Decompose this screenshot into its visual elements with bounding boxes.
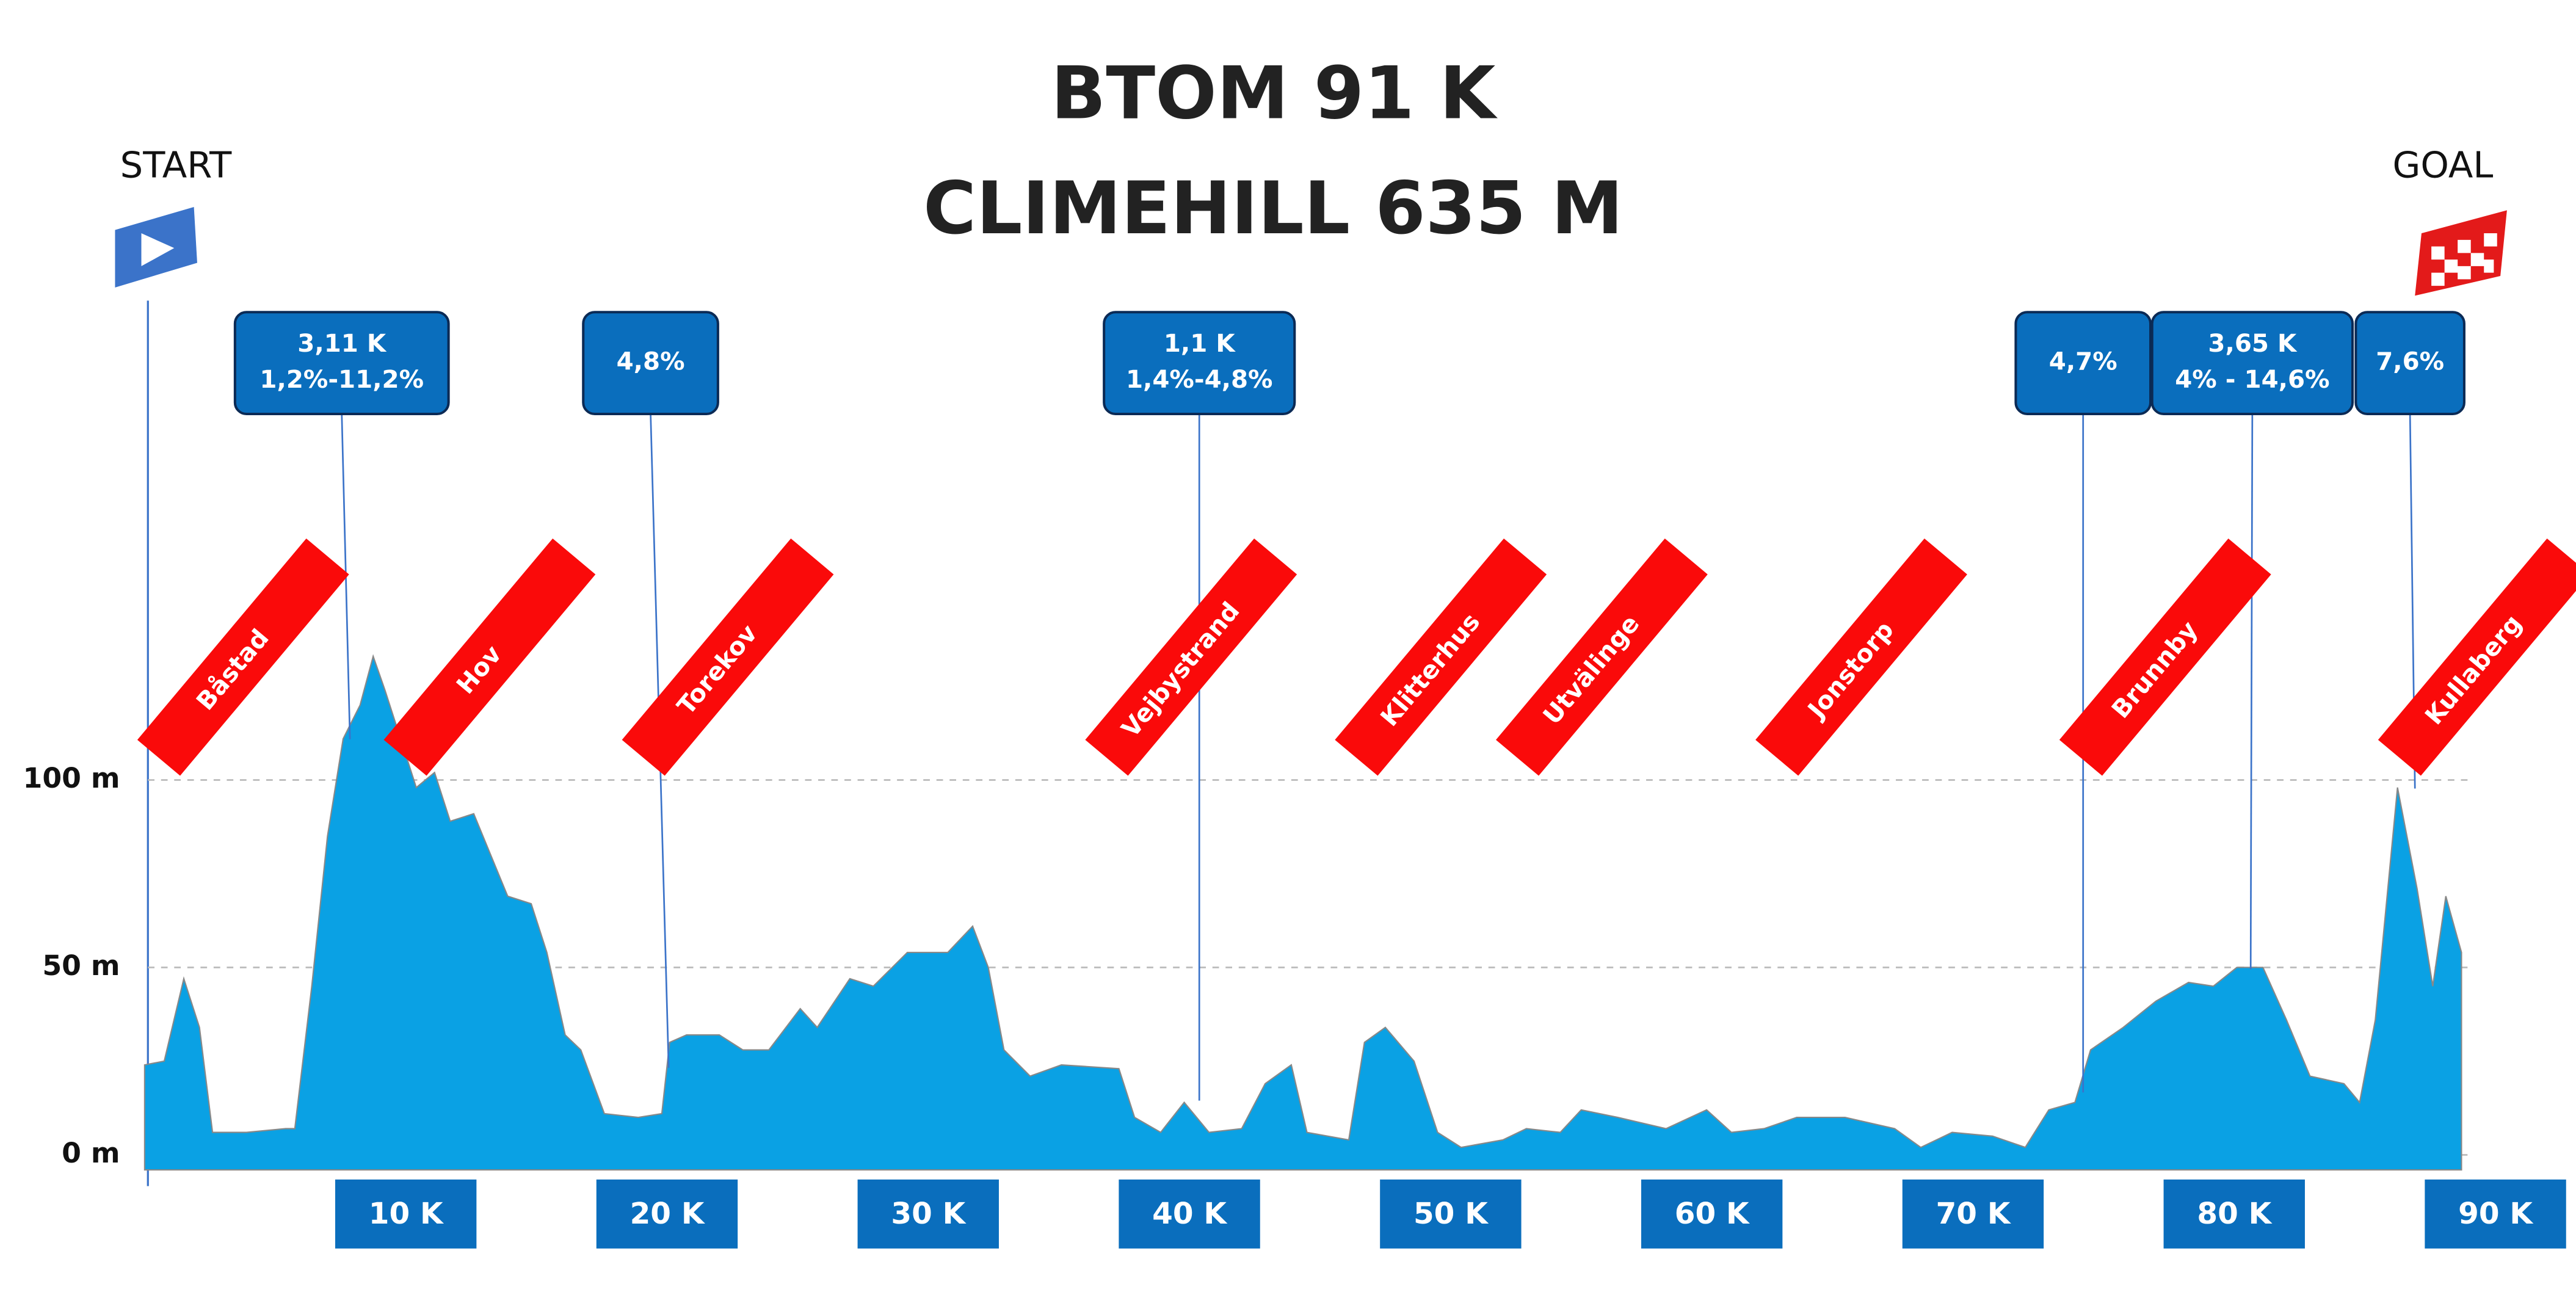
town-label: Torekov: [622, 538, 834, 776]
town-label: Kullaberg: [2378, 538, 2576, 776]
climb-box: [2014, 311, 2152, 416]
x-tick-box: [596, 1179, 738, 1249]
x-tick-box: [1119, 1179, 1260, 1249]
town-box: [2059, 538, 2271, 776]
town-label: Hov: [383, 538, 596, 776]
title: BTOM 91 K: [1051, 51, 1498, 136]
x-tick-label: 90 K: [2458, 1197, 2533, 1231]
town-box: [2378, 538, 2576, 776]
climb-text: 3,11 K: [297, 329, 387, 358]
x-tick-label: 40 K: [1152, 1197, 1227, 1231]
x-tick-box: [1641, 1179, 1783, 1249]
climb-text: 1,2%-11,2%: [259, 365, 424, 394]
climb-text: 4,8%: [617, 347, 685, 376]
town-box: [1755, 538, 1967, 776]
x-tick-label: 80 K: [2197, 1197, 2272, 1231]
town-label: Vejbystrand: [1085, 538, 1297, 776]
x-tick-box: [857, 1179, 999, 1249]
y-tick-label: 50 m: [42, 949, 120, 982]
climb-text: 1,1 K: [1164, 329, 1236, 358]
elevation-area: [143, 654, 2462, 1171]
town-label: Brunnby: [2059, 538, 2271, 776]
x-tick-label: 20 K: [630, 1197, 705, 1231]
town-box: [137, 538, 349, 776]
town-box: [383, 538, 596, 776]
x-tick-label: 60 K: [1675, 1197, 1750, 1231]
y-tick-label: 0 m: [62, 1137, 120, 1169]
climb-text: 4% - 14,6%: [2175, 365, 2329, 394]
x-tick-label: 70 K: [1936, 1197, 2011, 1231]
y-tick-label: 100 m: [23, 762, 120, 794]
subtitle: CLIMEHILL 635 M: [923, 166, 1623, 250]
x-tick-label: 50 K: [1413, 1197, 1489, 1231]
town-box: [622, 538, 834, 776]
climb-box: [582, 311, 719, 416]
town-label: Jonstorp: [1755, 538, 1967, 776]
climb-text: 4,7%: [2049, 347, 2117, 376]
town-name: Vejbystrand: [1116, 597, 1246, 743]
x-tick-label: 30 K: [891, 1197, 966, 1231]
goal-icon: [2415, 210, 2507, 296]
town-label: Båstad: [137, 538, 349, 776]
start-label: START: [120, 144, 232, 186]
climb-text: 7,6%: [2376, 347, 2444, 376]
x-tick-box: [2163, 1179, 2305, 1249]
town-box: [1085, 538, 1297, 776]
climb-box: [233, 311, 450, 416]
x-tick-box: [335, 1179, 477, 1249]
goal-label: GOAL: [2393, 144, 2494, 186]
climb-text: 1,4%-4,8%: [1126, 365, 1273, 394]
climb-text: 3,65 K: [2208, 329, 2298, 358]
x-tick-box: [1902, 1179, 2044, 1249]
x-tick-label: 10 K: [369, 1197, 444, 1231]
start-icon: [115, 207, 197, 288]
climb-box: [2150, 311, 2354, 416]
x-tick-box: [1380, 1179, 1522, 1249]
x-tick-box: [2425, 1179, 2566, 1249]
climb-box: [1103, 311, 1296, 416]
town-box: [1496, 538, 1708, 776]
climb-box: [2354, 311, 2465, 416]
town-box: [1335, 538, 1547, 776]
climb-pointer: [2249, 414, 2254, 970]
